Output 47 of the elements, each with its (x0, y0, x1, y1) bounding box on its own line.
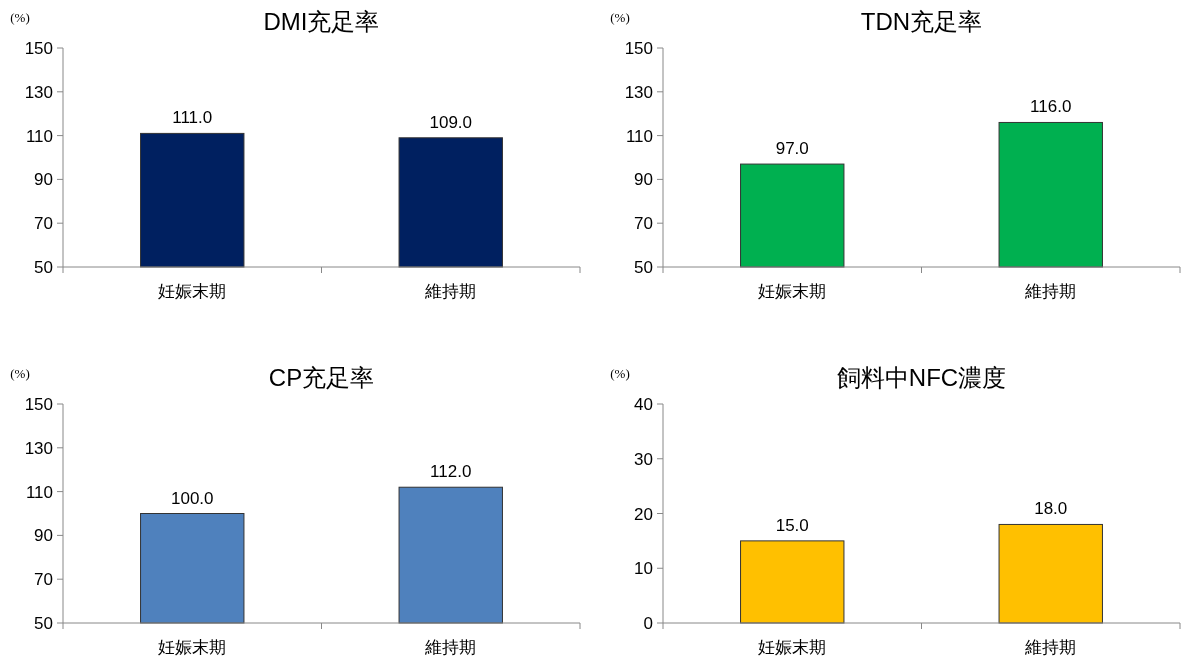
y-tick-label: 150 (24, 395, 53, 414)
data-label: 111.0 (172, 108, 213, 128)
chart-title: CP充足率 (268, 364, 375, 391)
y-axis-title: (%) (10, 10, 30, 25)
x-tick-label: 妊娠末期 (158, 638, 227, 657)
y-axis-title: (%) (610, 10, 630, 25)
x-tick-label: 維持期 (1024, 282, 1077, 301)
data-label: 97.0 (775, 139, 809, 159)
y-tick-label: 40 (634, 395, 653, 414)
y-tick-label: 10 (634, 559, 653, 579)
y-tick-label: 130 (24, 82, 53, 102)
y-tick-label: 50 (34, 614, 53, 633)
x-tick-label: 妊娠末期 (758, 638, 827, 657)
y-tick-label: 110 (25, 126, 53, 146)
y-tick-label: 0 (643, 614, 653, 633)
y-tick-label: 90 (34, 170, 53, 190)
y-tick-label: 50 (634, 258, 653, 277)
x-tick-label: 妊娠末期 (758, 282, 827, 301)
y-tick-label: 70 (34, 570, 53, 590)
y-axis-title: (%) (10, 366, 30, 381)
x-tick-label: 維持期 (424, 638, 477, 657)
y-tick-label: 70 (34, 214, 53, 234)
chart-title: 飼料中NFC濃度 (836, 364, 1007, 391)
y-tick-label: 70 (634, 214, 653, 234)
data-label: 116.0 (1030, 97, 1072, 117)
y-tick-label: 110 (25, 482, 53, 502)
data-label: 109.0 (429, 112, 473, 132)
y-tick-label: 150 (24, 39, 53, 58)
y-tick-label: 50 (34, 258, 53, 277)
chart-title: TDN充足率 (860, 8, 983, 35)
y-tick-label: 110 (625, 126, 653, 146)
y-tick-label: 130 (624, 82, 653, 102)
x-tick-label: 維持期 (424, 282, 477, 301)
y-tick-label: 130 (24, 438, 53, 458)
data-label: 112.0 (430, 462, 472, 482)
y-tick-label: 30 (634, 449, 653, 469)
y-axis-title: (%) (610, 366, 630, 381)
data-label: 15.0 (775, 515, 809, 535)
y-tick-label: 90 (34, 526, 53, 546)
y-tick-label: 20 (634, 504, 653, 524)
data-label: 18.0 (1034, 499, 1068, 519)
y-tick-label: 90 (634, 170, 653, 190)
chart-title: DMI充足率 (263, 8, 380, 35)
data-label: 100.0 (170, 488, 214, 508)
x-tick-label: 維持期 (1024, 638, 1077, 657)
x-tick-label: 妊娠末期 (158, 282, 227, 301)
y-tick-label: 150 (624, 39, 653, 58)
